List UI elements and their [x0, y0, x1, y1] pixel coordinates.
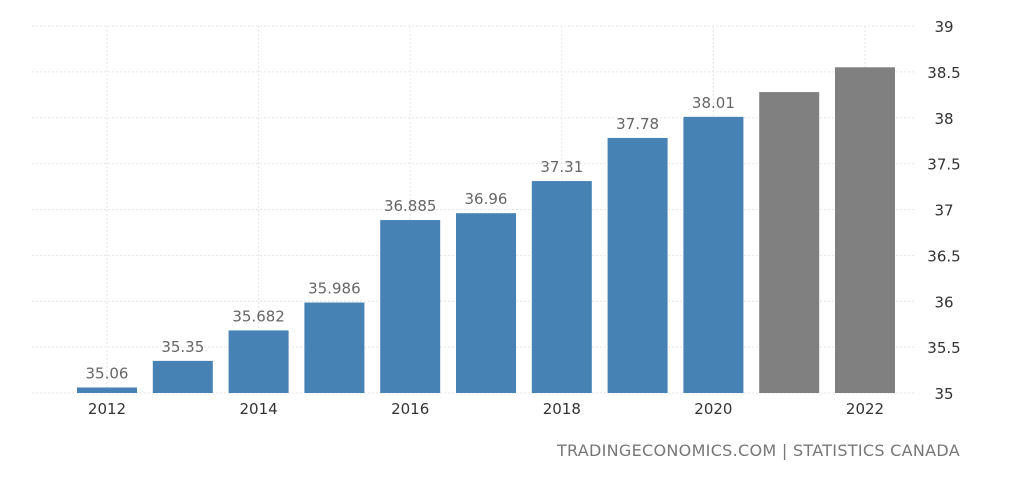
source-credit: TRADINGECONOMICS.COM | STATISTICS CANADA — [556, 441, 960, 460]
y-tick-label: 37.5 — [927, 156, 960, 174]
x-tick-label: 2022 — [846, 400, 884, 418]
bar — [152, 360, 213, 393]
forecast-bar — [759, 92, 820, 393]
data-label: 35.35 — [161, 338, 204, 356]
y-tick-label: 35 — [934, 385, 953, 403]
data-label: 35.986 — [308, 280, 361, 298]
bar — [228, 330, 289, 393]
forecast-bar — [835, 67, 895, 393]
x-tick-label: 2018 — [543, 400, 581, 418]
data-label: 35.682 — [232, 307, 285, 325]
data-label: 37.31 — [540, 158, 583, 176]
x-tick-label: 2016 — [391, 400, 429, 418]
y-tick-label: 38.5 — [927, 64, 960, 82]
bar — [77, 387, 137, 393]
y-tick-label: 35.5 — [927, 339, 960, 357]
x-tick-label: 2014 — [240, 400, 278, 418]
bar — [607, 137, 668, 393]
x-tick-label: 2020 — [694, 400, 732, 418]
data-label: 36.885 — [384, 197, 437, 215]
y-tick-label: 38 — [934, 110, 953, 128]
y-tick-label: 36 — [934, 293, 953, 311]
bar — [456, 213, 516, 393]
bar — [531, 181, 592, 393]
data-label: 38.01 — [692, 94, 735, 112]
bar — [380, 220, 441, 393]
x-axis: 2012 2014 2016 2018 2020 2022 — [88, 400, 884, 418]
y-axis: 35 35.5 36 36.5 37 37.5 38 38.5 39 — [927, 18, 960, 403]
y-tick-label: 36.5 — [927, 247, 960, 265]
y-tick-label: 37 — [934, 202, 953, 220]
bar — [304, 302, 365, 393]
data-label: 37.78 — [616, 115, 659, 133]
x-tick-label: 2012 — [88, 400, 126, 418]
bars — [77, 67, 895, 394]
data-labels: 35.06 35.35 35.682 35.986 36.885 36.96 37.31 37… — [86, 94, 735, 383]
data-label: 35.06 — [86, 364, 129, 382]
y-tick-label: 39 — [934, 18, 953, 36]
bar — [683, 116, 744, 394]
data-label: 36.96 — [465, 190, 508, 208]
